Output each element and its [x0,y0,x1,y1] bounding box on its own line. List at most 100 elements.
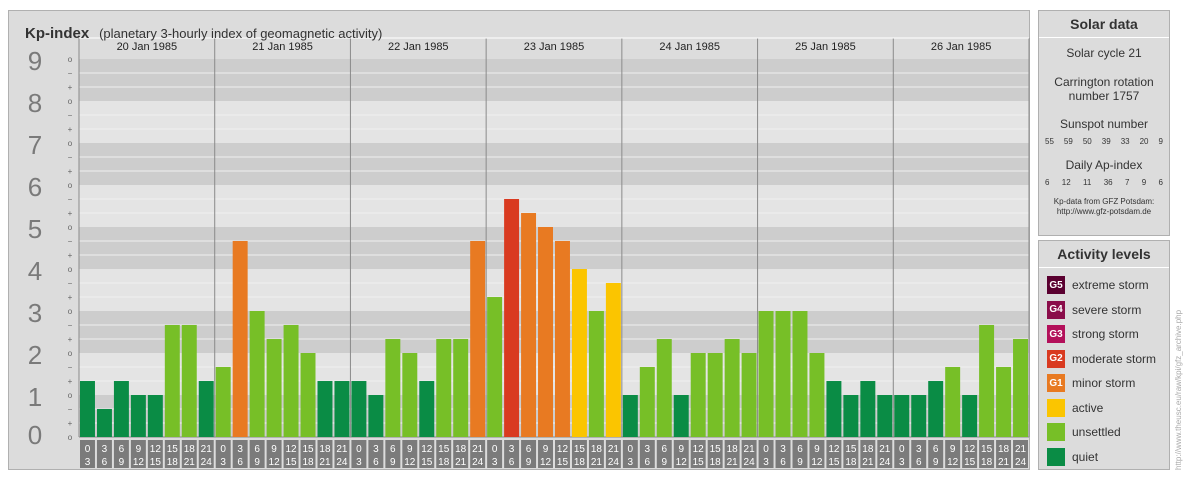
time-start-label: 6 [254,444,260,455]
time-start-label: 18 [184,444,196,455]
activity-level-item: active [1047,398,1103,418]
time-start-label: 3 [916,444,922,455]
time-start-label: 15 [981,444,993,455]
time-start-label: 9 [271,444,277,455]
time-cell [402,440,418,468]
time-end-label: 6 [509,457,515,468]
time-end-label: 21 [862,457,874,468]
time-start-label: 18 [727,444,739,455]
minor-tick-label: − [68,195,73,204]
kp-bar [113,381,129,437]
time-end-label: 24 [879,457,891,468]
sunspot-value: 33 [1120,137,1130,146]
time-start-label: 0 [356,444,362,455]
band-kp-3 [79,269,1029,311]
time-cell [538,440,553,468]
minor-tick-label: o [68,391,73,400]
kp-bar [283,324,299,437]
kp-bar [317,381,333,437]
time-cell [894,440,910,468]
time-cell [639,440,655,468]
minor-tick-label: + [68,335,73,344]
kp-bar [894,395,910,437]
time-end-label: 18 [574,457,586,468]
time-end-label: 18 [438,457,450,468]
time-cell [809,440,825,468]
y-tick-label-kp-4: 4 [28,256,42,286]
time-end-label: 24 [336,457,348,468]
time-start-label: 3 [645,444,651,455]
y-axis-area [9,45,79,437]
data-source-link[interactable]: http://www.gfz-potsdam.de [1056,207,1152,216]
kp-bar [843,395,859,437]
activity-level-swatch: G2 [1047,349,1065,368]
activity-level-item: quiet [1047,447,1098,467]
ap-label: Daily Ap-index [1065,158,1143,172]
time-cell [724,440,740,468]
time-start-label: 3 [373,444,379,455]
time-end-label: 9 [933,457,939,468]
activity-level-label: moderate storm [1072,351,1157,366]
y-tick-label-kp-1: 1 [28,382,42,412]
time-end-label: 12 [269,457,281,468]
time-start-label: 12 [150,444,162,455]
time-start-label: 21 [336,444,348,455]
time-cell [826,440,842,468]
ap-value: 36 [1103,178,1113,187]
time-start-label: 12 [557,444,569,455]
kp-bar [809,353,825,437]
kp-bar [521,213,537,437]
time-cell [911,440,927,468]
time-end-label: 12 [676,457,688,468]
kp-bar [979,324,995,437]
time-start-label: 18 [998,444,1010,455]
kp-bar [877,395,893,437]
time-start-label: 9 [678,444,684,455]
time-end-label: 9 [390,457,396,468]
carrington-line-1: Carrington rotation [1054,75,1154,89]
time-start-label: 0 [220,444,226,455]
time-start-label: 15 [167,444,179,455]
time-end-label: 3 [356,457,362,468]
credit-text: http://www.theusc.eu/raw/kpi/gfz_archive… [1174,309,1183,470]
time-end-label: 12 [133,457,145,468]
time-cell [351,440,367,468]
kp-bar [351,381,367,437]
kp-bar [928,381,944,437]
time-cell [860,440,876,468]
minor-tick-label: − [68,279,73,288]
minor-tick-label: + [68,251,73,260]
minor-tick-label: − [68,363,73,372]
kp-bar [707,353,723,437]
time-cell [453,440,469,468]
kp-bar [673,395,689,437]
time-cell [181,440,197,468]
time-end-label: 21 [727,457,739,468]
time-start-label: 18 [455,444,467,455]
time-start-label: 0 [763,444,769,455]
time-cell [622,440,638,468]
minor-tick-label: − [68,321,73,330]
minor-tick-label: + [68,167,73,176]
kp-bar [198,381,214,437]
time-start-label: 6 [390,444,396,455]
ap-value: 7 [1124,178,1130,187]
day-label: 26 Jan 1985 [931,41,992,53]
activity-level-item: G1 minor storm [1047,373,1135,393]
time-cell [215,440,231,468]
time-cell [690,440,706,468]
sunspot-values: 55 59 50 39 33 20 9 [1039,137,1169,146]
time-cell [317,440,333,468]
activity-levels-panel: Activity levels G5 extreme storm G4 severe … [1038,240,1170,470]
kp-bar [860,381,876,437]
kp-bar [996,366,1012,437]
kp-bar [334,381,350,437]
time-cell [147,440,163,468]
time-end-label: 6 [645,457,651,468]
day-label: 20 Jan 1985 [117,41,178,53]
time-end-label: 21 [998,457,1010,468]
minor-tick-label: o [68,55,73,64]
time-cell [775,440,791,468]
time-end-label: 12 [947,457,959,468]
time-start-label: 3 [509,444,515,455]
